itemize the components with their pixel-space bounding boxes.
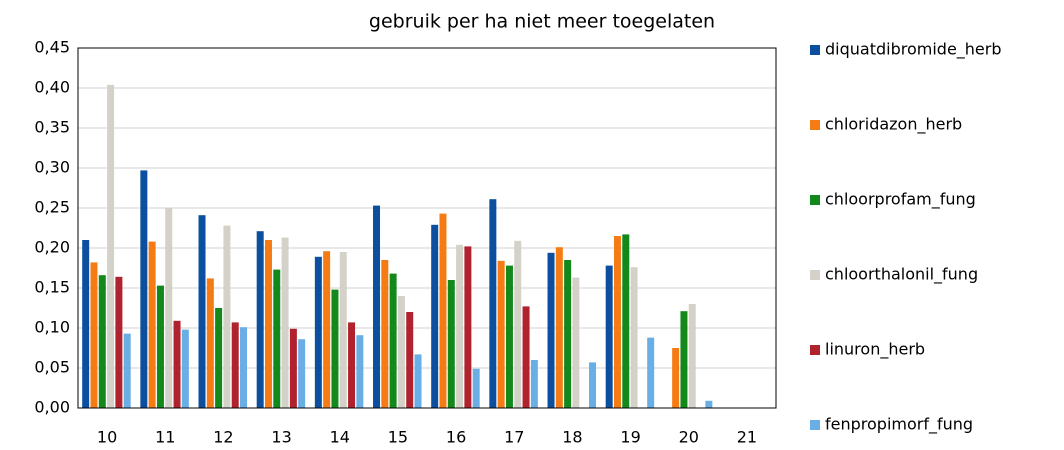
bar [622,234,630,408]
bar [456,244,464,408]
legend-swatch [810,420,820,430]
x-tick-label: 18 [562,428,582,447]
bar [356,335,364,408]
bar [447,280,455,408]
bar [464,246,472,408]
bar [140,170,148,408]
legend-label: diquatdibromide_herb [825,40,1002,60]
bar [397,296,405,408]
bar [231,322,239,408]
bar [206,278,214,408]
bar [215,308,223,408]
y-tick-label: 0,25 [34,198,70,217]
x-tick-label: 17 [504,428,524,447]
bar [605,265,613,408]
bar [373,205,381,408]
x-tick-label: 13 [271,428,291,447]
x-tick-label: 14 [330,428,350,447]
x-tick-label: 10 [97,428,117,447]
bar [339,252,347,408]
bar [555,247,563,408]
bar [472,368,480,408]
bar [547,252,555,408]
plot-frame [77,47,777,409]
bar [389,273,397,408]
bar [82,240,90,408]
bar [240,327,248,408]
bar [323,251,331,408]
x-tick-label: 19 [620,428,640,447]
legend-swatch [810,270,820,280]
bar [705,400,713,408]
x-tick-label: 15 [388,428,408,447]
legend-label: linuron_herb [825,340,925,360]
legend-swatch [810,45,820,55]
bar [613,236,621,408]
x-tick-label: 12 [213,428,233,447]
bar [115,276,123,408]
bar [148,241,156,408]
legend-label: chloridazon_herb [825,115,962,135]
legend-label: chloorprofam_fung [825,190,976,210]
bar [264,240,272,408]
bar [273,269,281,408]
y-tick-label: 0,40 [34,78,70,97]
bar [439,213,447,408]
bar [107,84,115,409]
y-tick-label: 0,05 [34,358,70,377]
bar [680,311,688,408]
y-tick-label: 0,00 [34,398,70,417]
y-tick-label: 0,35 [34,118,70,137]
bar [489,199,497,408]
legend-swatch [810,345,820,355]
bar [381,260,389,408]
bar [414,354,422,408]
bar [497,260,505,408]
legend-swatch [810,120,820,130]
chart-title: gebruik per ha niet meer toegelaten [369,11,715,33]
y-tick-label: 0,45 [34,38,70,57]
legend-label: fenpropimorf_fung [825,415,973,435]
bar [672,348,680,408]
x-tick-label: 11 [155,428,175,447]
bar [198,215,206,408]
bar [90,262,98,408]
bar [123,333,131,408]
y-tick-label: 0,15 [34,278,70,297]
bar [522,306,530,408]
bar [289,328,297,408]
legend-swatch [810,195,820,205]
bar [530,360,538,408]
bar [165,208,173,408]
bar [181,329,189,408]
legend-label: chloorthalonil_fung [825,265,978,285]
bar [256,231,264,408]
bar [406,312,414,408]
bar [564,260,572,408]
bar [589,362,597,408]
bar [298,339,306,408]
x-tick-label: 16 [446,428,466,447]
bar [647,337,655,408]
y-tick-label: 0,10 [34,318,70,337]
bar [173,320,181,408]
bar [630,267,638,408]
bar [505,265,513,408]
bar [431,224,439,408]
bar [514,240,522,408]
y-tick-label: 0,30 [34,158,70,177]
bar [156,285,164,408]
bar [331,289,339,408]
bar [314,256,322,408]
bar [223,225,231,408]
bar [98,275,106,408]
bar [348,322,356,408]
y-tick-label: 0,20 [34,238,70,257]
bar [281,237,289,408]
bar [572,277,580,408]
bar [688,304,696,408]
x-tick-label: 21 [737,428,757,447]
x-tick-label: 20 [679,428,699,447]
